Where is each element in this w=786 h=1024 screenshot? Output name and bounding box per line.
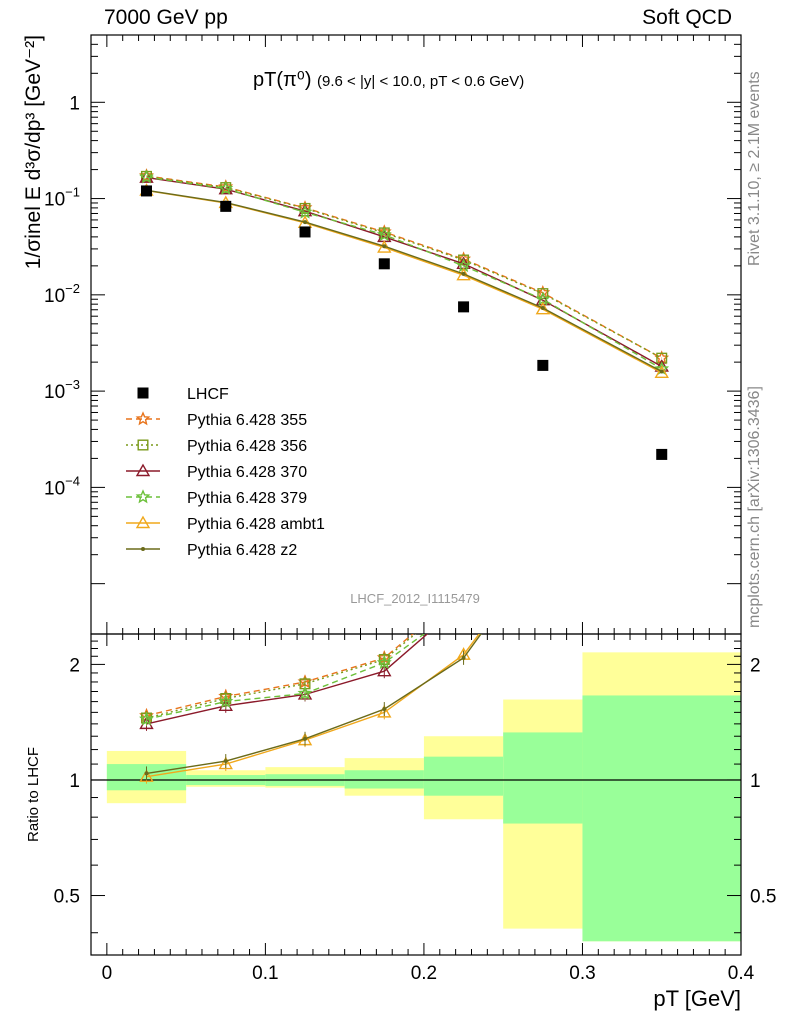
legend-label: Pythia 6.428 379 (187, 490, 307, 507)
data-point (656, 448, 668, 460)
ratio-point (139, 711, 154, 726)
legend-marker (137, 439, 149, 451)
series-point (537, 288, 549, 300)
ratio-band-inner (423, 756, 504, 796)
header-right: Soft QCD (642, 6, 732, 29)
ratio-tick-label-left: 0.5 (54, 887, 80, 908)
ratio-point (297, 685, 313, 700)
legend-marker (135, 489, 151, 504)
analysis-id: LHCF_2012_I1115479 (350, 591, 480, 606)
ratio-point (461, 655, 466, 660)
y-tick-label: 10−2 (44, 281, 80, 307)
series-point (297, 204, 313, 219)
series-point (458, 254, 470, 266)
data-point (220, 200, 232, 212)
chart-title: pT(π⁰) (9.6 < |y| < 10.0, pT < 0.6 GeV) (253, 69, 524, 91)
ratio-axis-label: Ratio to LHCF (25, 747, 42, 842)
legend-label: Pythia 6.428 ambt1 (187, 516, 325, 533)
y-axis-label: 1/σinel E d³σ/dp³ [GeV⁻²] (22, 35, 45, 269)
ratio-series-group (139, 634, 482, 784)
data-point (299, 226, 311, 238)
legend-label-data: LHCF (187, 386, 229, 403)
ratio-point (223, 759, 228, 764)
legend-marker-data (137, 387, 149, 399)
x-tick-label: 0.1 (252, 963, 278, 984)
x-tick-label: 0.4 (728, 963, 755, 984)
ratio-point (218, 756, 233, 770)
x-tick-label: 0.3 (569, 963, 595, 984)
series-point (659, 369, 664, 374)
series-point (461, 271, 466, 276)
series-point (218, 180, 234, 195)
ratio-point (376, 654, 392, 670)
data-point (378, 258, 390, 270)
legend-marker (135, 411, 151, 426)
series-point (540, 305, 545, 310)
legend-marker (135, 463, 151, 477)
series-point (303, 220, 308, 225)
header-left: 7000 GeV pp (104, 6, 228, 29)
ratio-point (218, 693, 234, 709)
ratio-tick-label-left: 1 (69, 771, 80, 792)
x-axis-label: pT [GeV] (653, 986, 741, 1011)
x-tick-label: 0.2 (411, 963, 437, 984)
ratio-point (377, 704, 392, 718)
data-point (537, 359, 549, 371)
series-point (382, 244, 387, 249)
series-point (535, 301, 551, 315)
series-line (146, 189, 663, 373)
legend-marker (141, 547, 145, 551)
y-tick-label: 1 (69, 93, 80, 114)
data-point (140, 185, 152, 197)
series-point (139, 169, 154, 184)
y-tick-label: 10−4 (44, 473, 80, 499)
ratio-band-inner (503, 732, 583, 824)
ratio-tick-label-left: 2 (69, 655, 80, 676)
series-point (654, 365, 669, 378)
series-point (376, 226, 392, 242)
ratio-point (303, 736, 308, 741)
data-point (458, 301, 470, 313)
ratio-tick-label-right: 0.5 (750, 887, 776, 908)
series-line (146, 189, 663, 374)
ratio-point (382, 707, 387, 712)
ratio-point (377, 663, 392, 677)
y-tick-label: 10−1 (44, 185, 80, 211)
y-tick-label: 10−3 (44, 377, 80, 403)
ratio-band-inner (582, 695, 741, 942)
series-point (299, 202, 311, 214)
ratio-tick-label-right: 1 (750, 771, 761, 792)
legend-label: Pythia 6.428 355 (187, 412, 307, 429)
x-tick-label: 0 (102, 963, 113, 984)
legend-label: Pythia 6.428 z2 (187, 542, 297, 559)
ratio-point (139, 769, 154, 782)
legend-marker (135, 515, 151, 529)
ratio-point (144, 771, 149, 776)
series-line (146, 176, 663, 370)
legend-label: Pythia 6.428 370 (187, 464, 307, 481)
legend-label: Pythia 6.428 356 (187, 438, 307, 455)
ratio-tick-label-right: 2 (750, 655, 761, 676)
series-line (146, 175, 663, 359)
